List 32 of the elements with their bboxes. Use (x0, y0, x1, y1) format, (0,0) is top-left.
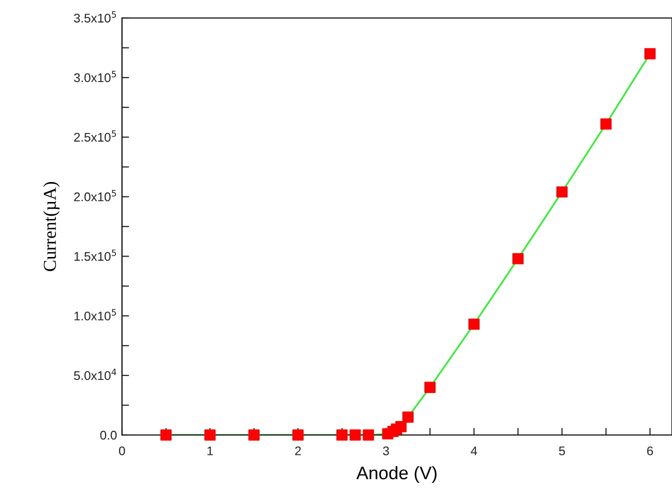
point (292, 429, 304, 441)
x-tick-label: 3 (383, 446, 389, 456)
point (424, 382, 436, 393)
x-tick-label: 0 (119, 446, 125, 456)
y-tick-label: 3.5x10$^{5}$ (74, 11, 116, 23)
point (350, 429, 361, 441)
x-tick-label: 5 (559, 446, 565, 456)
x-tick-label: 1 (207, 446, 213, 456)
point (160, 429, 172, 441)
point (248, 429, 260, 441)
point (362, 429, 374, 441)
y-tick-label: 1.0x10$^{5}$ (74, 309, 116, 320)
point (336, 429, 348, 441)
y-tick-label: 1.5x10$^{5}$ (74, 250, 116, 261)
y-tick-label: 2.5x10$^{5}$ (74, 130, 116, 142)
point (402, 412, 414, 423)
point (512, 253, 524, 264)
point (556, 186, 568, 198)
x-tick-label: 6 (647, 446, 653, 456)
point (395, 421, 407, 432)
x-axis-title: Anode (V) (356, 466, 437, 483)
x-tick-label: 4 (470, 446, 478, 456)
point (644, 48, 656, 60)
point (204, 429, 216, 441)
point (468, 318, 480, 330)
point (600, 118, 612, 130)
y-tick-label: 2.0x10$^{5}$ (74, 190, 116, 202)
y-tick-label: 3.0x10$^{5}$ (74, 70, 116, 82)
y-tick-label: 0.0 (100, 430, 117, 440)
y-tick-label: 5.0x10$^{4}$ (74, 368, 116, 380)
y-axis-title: Current(µA) (43, 182, 60, 272)
x-tick-label: 2 (295, 446, 301, 456)
